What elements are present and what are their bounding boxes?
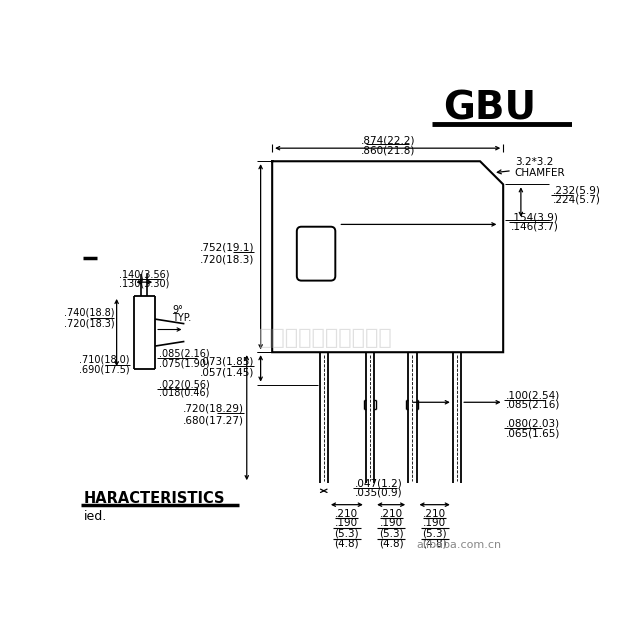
Text: .210: .210 xyxy=(335,509,359,519)
Text: (4.8): (4.8) xyxy=(422,539,447,549)
Text: 9°: 9° xyxy=(172,305,183,315)
FancyBboxPatch shape xyxy=(297,226,335,281)
Text: .146(3.7): .146(3.7) xyxy=(511,222,559,232)
Text: .720(18.29): .720(18.29) xyxy=(183,403,244,413)
Text: .073(1.85): .073(1.85) xyxy=(200,357,254,366)
Text: .210: .210 xyxy=(380,509,403,519)
Text: .075(1.90): .075(1.90) xyxy=(159,358,210,368)
Text: (5.3): (5.3) xyxy=(334,529,359,539)
Text: .232(5.9): .232(5.9) xyxy=(553,186,601,195)
Text: (4.8): (4.8) xyxy=(379,539,403,549)
Text: .085(2.16): .085(2.16) xyxy=(506,399,561,410)
Text: 苏州扬杰电子有限公司: 苏州扬杰电子有限公司 xyxy=(259,329,393,348)
Text: alibaba.com.cn: alibaba.com.cn xyxy=(416,540,501,550)
Text: .154(3.9): .154(3.9) xyxy=(511,212,559,223)
Text: .080(2.03): .080(2.03) xyxy=(506,419,560,429)
Text: .100(2.54): .100(2.54) xyxy=(506,390,560,400)
Text: TYP.: TYP. xyxy=(172,313,191,323)
Text: .190: .190 xyxy=(380,518,403,528)
Text: .140(3.56): .140(3.56) xyxy=(119,269,169,279)
Text: .740(18.8): .740(18.8) xyxy=(64,308,114,318)
Text: .085(2.16): .085(2.16) xyxy=(159,349,210,359)
Text: .035(0.9): .035(0.9) xyxy=(355,487,403,498)
Text: .065(1.65): .065(1.65) xyxy=(506,428,561,438)
Text: .690(17.5): .690(17.5) xyxy=(79,364,130,374)
Text: .018(0.46): .018(0.46) xyxy=(159,387,210,397)
Text: .680(17.27): .680(17.27) xyxy=(183,416,244,426)
Text: .022(0.56): .022(0.56) xyxy=(159,380,210,390)
Text: .190: .190 xyxy=(423,518,446,528)
Text: .874(22.2): .874(22.2) xyxy=(361,135,415,145)
Text: .047(1.2): .047(1.2) xyxy=(355,478,403,488)
Text: (4.8): (4.8) xyxy=(334,539,359,549)
Text: ied.: ied. xyxy=(83,510,107,524)
Text: .720(18.3): .720(18.3) xyxy=(64,319,114,329)
Text: .860(21.8): .860(21.8) xyxy=(361,145,415,156)
Text: .710(18.0): .710(18.0) xyxy=(79,355,130,365)
Text: (5.3): (5.3) xyxy=(379,529,403,539)
Text: GBU: GBU xyxy=(443,90,536,128)
Text: (5.3): (5.3) xyxy=(422,529,447,539)
Text: HARACTERISTICS: HARACTERISTICS xyxy=(83,491,225,506)
Text: .057(1.45): .057(1.45) xyxy=(200,367,254,377)
Text: .210: .210 xyxy=(423,509,446,519)
Text: .130(3.30): .130(3.30) xyxy=(119,279,169,288)
Text: .720(18.3): .720(18.3) xyxy=(200,255,254,265)
Text: .190: .190 xyxy=(335,518,359,528)
Text: .752(19.1): .752(19.1) xyxy=(200,242,254,253)
Text: 3.2*3.2
CHAMFER: 3.2*3.2 CHAMFER xyxy=(497,156,566,178)
Text: .224(5.7): .224(5.7) xyxy=(553,195,601,205)
